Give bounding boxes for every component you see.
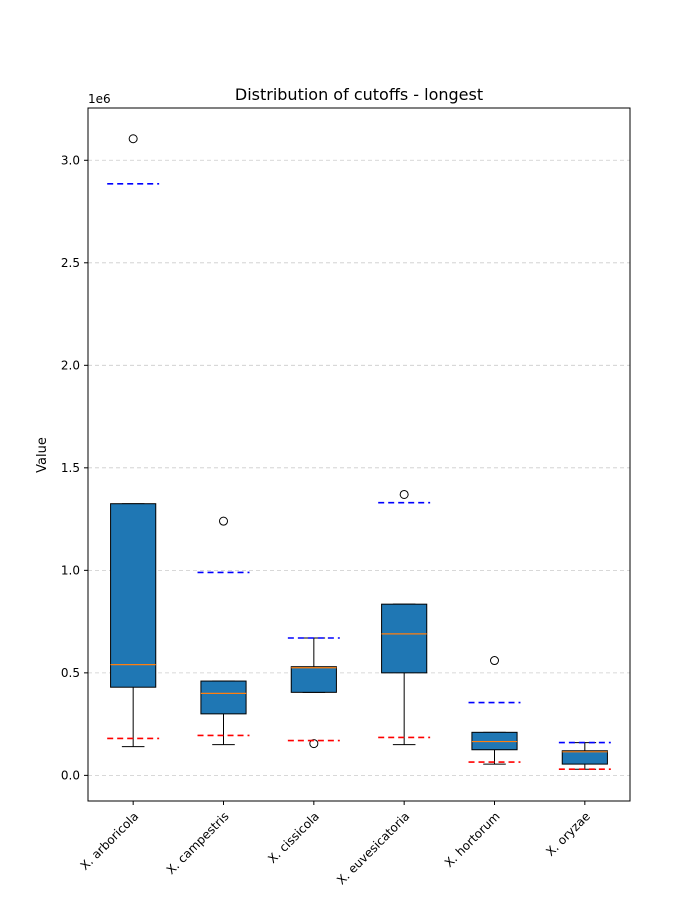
box-group	[471, 656, 518, 765]
plot-frame	[87, 107, 631, 802]
y-tick-label: 3.0	[61, 153, 80, 167]
x-ticks: X. arboricola X. campestris X. cissicola X.…	[78, 801, 593, 887]
y-axis-label: Value	[35, 437, 50, 473]
box-iqr	[290, 666, 337, 693]
box-group	[200, 516, 247, 746]
outlier-point	[399, 489, 409, 499]
y-tick-label: 1.5	[61, 461, 80, 475]
x-tick-label: X. euvesicatoria	[334, 809, 412, 887]
outlier-point	[219, 516, 228, 526]
boxes-layer	[110, 134, 608, 770]
grid-lines	[88, 159, 630, 776]
box-iqr	[110, 503, 157, 688]
y-tick-label: 2.0	[61, 358, 80, 372]
chart-title: Distribution of cutoffs - longest	[235, 85, 483, 104]
cutoff-lines-layer	[107, 183, 611, 771]
x-tick-label: X. hortorum	[442, 809, 503, 870]
y-ticks: 0.0 0.5 1.0 1.5 2.0 2.5 3.0	[61, 153, 88, 782]
outlier-point	[490, 656, 499, 666]
box-group	[561, 742, 608, 770]
y-tick-label: 0.5	[61, 666, 80, 680]
box-iqr	[561, 750, 608, 765]
box-group	[110, 134, 157, 748]
y-tick-label: 1.0	[61, 563, 80, 577]
box-iqr	[200, 680, 247, 715]
x-tick-label: X. campestris	[164, 809, 232, 877]
y-offset-label: 1e6	[88, 92, 111, 106]
x-tick-label: X. oryzae	[543, 809, 593, 859]
x-tick-label: X. cissicola	[265, 809, 322, 866]
y-tick-label: 2.5	[61, 256, 80, 270]
box-group	[290, 637, 337, 749]
outlier-point	[128, 134, 138, 144]
outlier-point	[309, 739, 319, 749]
box-group	[381, 489, 428, 746]
box-iqr	[381, 603, 428, 674]
y-tick-label: 0.0	[61, 768, 80, 782]
x-tick-label: X. arboricola	[78, 809, 142, 873]
